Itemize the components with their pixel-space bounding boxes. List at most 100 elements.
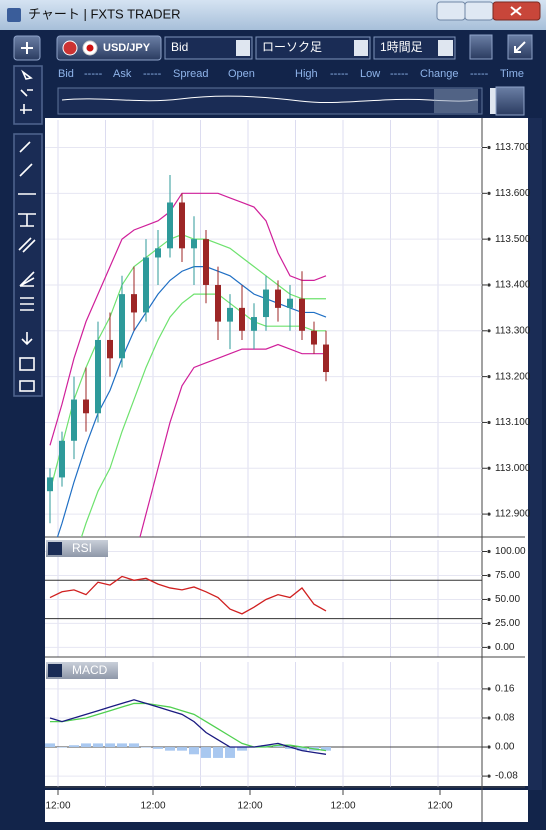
candle-body: [119, 294, 125, 359]
tool-fan[interactable]: [19, 271, 35, 287]
histogram-bar: [117, 743, 127, 748]
histogram-bar: [321, 747, 331, 751]
y-tick-label: 113.100: [495, 417, 531, 428]
y-tick-label: 0.00: [495, 742, 515, 753]
chart-style-select[interactable]: [255, 36, 371, 60]
indicator-line: [139, 343, 326, 537]
candle-body: [263, 289, 269, 318]
candle-body: [107, 339, 113, 359]
symbol-box[interactable]: [56, 35, 162, 61]
series-line: [50, 702, 327, 752]
y-tick-label: 113.600: [495, 188, 531, 199]
macd-close[interactable]: [48, 664, 62, 677]
close-icon: [510, 6, 522, 16]
y-tick-dot: [487, 420, 491, 425]
price-side-select[interactable]: [164, 36, 253, 60]
y-tick-label: 113.500: [495, 234, 531, 245]
indicator-line: [49, 192, 327, 446]
histogram-bar: [201, 747, 211, 758]
y-tick-label: 25.00: [495, 618, 520, 629]
rsi-close[interactable]: [48, 542, 62, 555]
quote-value: -----: [143, 68, 162, 80]
histogram-bar: [69, 745, 79, 748]
scroll-button[interactable]: [469, 34, 493, 60]
candle-body: [59, 440, 65, 478]
window-title: チャート | FXTS TRADER: [28, 6, 181, 21]
y-tick-label: 0.00: [495, 642, 515, 653]
candle-body: [179, 202, 185, 249]
y-tick-dot: [487, 283, 491, 287]
overview-window[interactable]: [434, 89, 478, 113]
macd-title: MACD: [72, 663, 108, 677]
quote-label: Ask: [113, 68, 132, 80]
tool-trend[interactable]: [19, 141, 31, 153]
tool-down[interactable]: [21, 332, 33, 346]
histogram-bar: [189, 747, 199, 755]
dropdown-arrow: [354, 40, 368, 56]
time-label: 12:00: [45, 801, 70, 812]
tool-line[interactable]: [19, 163, 33, 177]
series-line: [49, 699, 327, 755]
tool-fib[interactable]: [20, 297, 34, 311]
symbol: USD/JPY: [103, 42, 151, 54]
y-tick-label: 75.00: [495, 570, 520, 581]
y-tick-dot: [487, 716, 491, 720]
histogram-bar: [237, 747, 247, 751]
histogram-bar: [57, 747, 67, 748]
time-label: 12:00: [330, 801, 355, 812]
candle-body: [227, 307, 233, 322]
y-tick-dot: [487, 466, 491, 470]
y-tick-label: 113.200: [495, 371, 531, 382]
candle-body: [299, 298, 305, 331]
candle-body: [287, 298, 293, 308]
y-tick-dot: [487, 687, 491, 691]
timeframe-select[interactable]: [373, 36, 456, 60]
candle-body: [239, 307, 245, 331]
minimize-button[interactable]: [436, 1, 466, 21]
histogram-bar: [297, 747, 307, 751]
tool-vline[interactable]: [18, 213, 36, 227]
zoom-button[interactable]: [495, 86, 525, 116]
quote-label: Spread: [173, 68, 208, 80]
histogram-bar: [141, 747, 151, 748]
flag-jp-dot: [86, 44, 94, 52]
tool-hand[interactable]: [20, 104, 32, 114]
candle-body: [83, 399, 89, 414]
histogram-bar: [165, 747, 175, 751]
timeframe: 1時間足: [380, 40, 423, 54]
y-tick-dot: [487, 512, 491, 516]
chart-area: [45, 118, 528, 790]
candle-body: [71, 399, 77, 441]
y-tick-dot: [487, 774, 491, 778]
tool-select[interactable]: [20, 89, 33, 97]
tool-group: [13, 65, 43, 125]
tool-channel[interactable]: [18, 237, 36, 253]
histogram-bar: [129, 743, 139, 748]
quote-label: Open: [228, 68, 255, 80]
app-icon: [7, 8, 21, 22]
detach-icon: [514, 41, 526, 53]
quote-value: -----: [390, 68, 409, 80]
y-tick-dot: [487, 645, 491, 650]
maximize-button[interactable]: [464, 1, 494, 21]
candle-body: [203, 239, 209, 285]
candle-body: [47, 477, 53, 492]
macd-tag: [46, 662, 118, 679]
tool-camera[interactable]: [19, 380, 35, 392]
y-tick-dot: [487, 145, 491, 150]
histogram-bar: [213, 747, 223, 758]
price-side: Bid: [171, 40, 188, 54]
candle-body: [143, 257, 149, 313]
candle-body: [311, 330, 317, 345]
rsi-title: RSI: [72, 541, 92, 555]
dropdown-arrow: [236, 40, 250, 56]
y-tick-dot: [487, 621, 491, 626]
tool-pointer[interactable]: [21, 69, 33, 80]
quote-label: Low: [360, 68, 380, 80]
series-line: [49, 575, 327, 615]
quote-value: -----: [470, 68, 489, 80]
y-tick-dot: [487, 573, 491, 578]
tool-list[interactable]: [19, 357, 35, 371]
candle-body: [131, 294, 137, 313]
histogram-bar: [225, 747, 235, 758]
